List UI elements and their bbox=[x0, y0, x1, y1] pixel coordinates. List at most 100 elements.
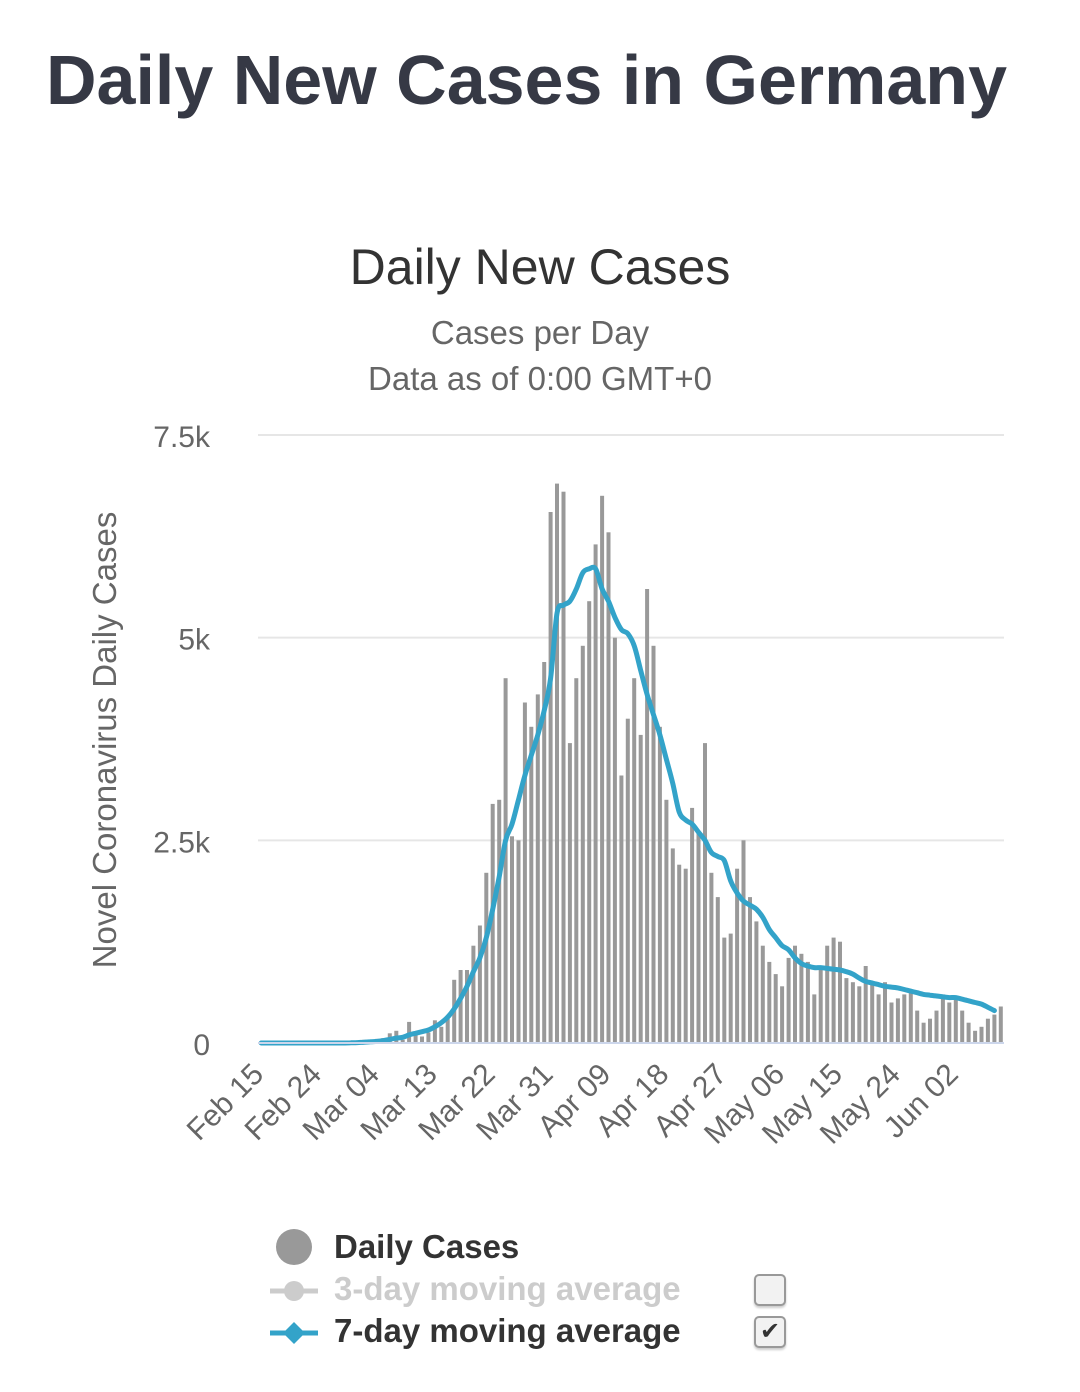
daily-cases-bar[interactable] bbox=[863, 966, 868, 1043]
daily-cases-bar[interactable] bbox=[535, 694, 540, 1043]
legend-item-daily-cases[interactable]: Daily Cases bbox=[268, 1226, 808, 1268]
daily-cases-bar[interactable] bbox=[805, 961, 810, 1043]
daily-cases-bar[interactable] bbox=[497, 799, 502, 1043]
daily-cases-bar[interactable] bbox=[812, 994, 817, 1043]
daily-cases-bar[interactable] bbox=[465, 970, 469, 1043]
daily-cases-bar[interactable] bbox=[722, 937, 727, 1043]
daily-cases-bar[interactable] bbox=[645, 589, 650, 1043]
daily-cases-bar[interactable] bbox=[625, 718, 630, 1043]
daily-cases-bar[interactable] bbox=[651, 645, 656, 1043]
daily-cases-bar[interactable] bbox=[420, 1036, 424, 1044]
daily-cases-bar[interactable] bbox=[593, 544, 598, 1043]
daily-cases-bar[interactable] bbox=[780, 986, 785, 1043]
daily-cases-bar[interactable] bbox=[908, 990, 913, 1043]
daily-cases-bar[interactable] bbox=[677, 864, 682, 1043]
legend-item-7day-average[interactable]: 7-day moving average ✔ bbox=[268, 1310, 808, 1352]
daily-cases-bar[interactable] bbox=[818, 970, 823, 1043]
chart-title: Daily New Cases bbox=[349, 239, 731, 295]
daily-cases-bar[interactable] bbox=[876, 994, 881, 1043]
daily-cases-bar[interactable] bbox=[760, 945, 765, 1043]
seven-day-average-line bbox=[258, 564, 997, 1046]
daily-cases-bar[interactable] bbox=[870, 982, 875, 1043]
daily-cases-bar[interactable] bbox=[567, 743, 572, 1043]
daily-cases-bar[interactable] bbox=[844, 978, 849, 1043]
daily-cases-bar[interactable] bbox=[683, 868, 688, 1043]
daily-cases-bar[interactable] bbox=[490, 803, 495, 1043]
daily-cases-bar[interactable] bbox=[587, 601, 592, 1043]
daily-cases-bar[interactable] bbox=[484, 872, 489, 1043]
daily-cases-bar[interactable] bbox=[838, 941, 842, 1043]
daily-cases-bar[interactable] bbox=[606, 532, 611, 1043]
daily-cases-bar[interactable] bbox=[458, 970, 463, 1043]
daily-cases-bar[interactable] bbox=[516, 840, 521, 1043]
daily-cases-bar[interactable] bbox=[612, 637, 617, 1043]
daily-cases-bar[interactable] bbox=[902, 994, 907, 1043]
daily-cases-bar[interactable] bbox=[799, 953, 804, 1043]
daily-cases-bar[interactable] bbox=[850, 982, 855, 1043]
daily-cases-bar[interactable] bbox=[503, 678, 508, 1043]
daily-cases-bar[interactable] bbox=[619, 775, 624, 1044]
checkbox-3day-average[interactable] bbox=[754, 1274, 786, 1306]
daily-cases-bar[interactable] bbox=[445, 1018, 450, 1043]
daily-cases-bar[interactable] bbox=[696, 832, 701, 1043]
daily-cases-bar[interactable] bbox=[998, 1006, 1003, 1044]
daily-cases-bar[interactable] bbox=[574, 678, 579, 1043]
daily-cases-bar[interactable] bbox=[973, 1030, 978, 1043]
daily-cases-bar[interactable] bbox=[426, 1032, 431, 1044]
daily-cases-bar[interactable] bbox=[529, 726, 534, 1043]
daily-cases-bar[interactable] bbox=[883, 982, 887, 1043]
checkbox-7day-average[interactable]: ✔ bbox=[754, 1316, 786, 1348]
daily-cases-bar[interactable] bbox=[709, 872, 714, 1043]
daily-cases-bar[interactable] bbox=[985, 1018, 990, 1043]
daily-cases-bar[interactable] bbox=[670, 848, 675, 1043]
daily-cases-bar[interactable] bbox=[439, 1026, 444, 1043]
daily-cases-bar[interactable] bbox=[748, 897, 752, 1043]
daily-cases-bar[interactable] bbox=[825, 945, 830, 1043]
daily-cases-bar[interactable] bbox=[657, 726, 662, 1043]
daily-cases-bar[interactable] bbox=[960, 1010, 965, 1043]
daily-cases-bar[interactable] bbox=[548, 512, 553, 1043]
daily-cases-bar[interactable] bbox=[690, 807, 695, 1043]
daily-cases-bar[interactable] bbox=[580, 645, 585, 1043]
daily-cases-bar[interactable] bbox=[831, 937, 836, 1043]
daily-cases-bar[interactable] bbox=[664, 799, 669, 1043]
daily-cases-bar[interactable] bbox=[895, 998, 900, 1043]
daily-cases-bar[interactable] bbox=[940, 994, 945, 1043]
daily-cases-bar[interactable] bbox=[715, 897, 720, 1043]
daily-cases-bar[interactable] bbox=[915, 1010, 920, 1043]
daily-cases-bar[interactable] bbox=[889, 1002, 894, 1044]
daily-cases-bar[interactable] bbox=[928, 1018, 932, 1043]
daily-cases-bar[interactable] bbox=[632, 678, 637, 1043]
daily-cases-bar[interactable] bbox=[966, 1022, 971, 1043]
daily-cases-bar[interactable] bbox=[703, 743, 707, 1043]
legend-item-3day-average[interactable]: 3-day moving average bbox=[268, 1268, 808, 1310]
daily-cases-bar[interactable] bbox=[793, 945, 797, 1043]
daily-cases-bar[interactable] bbox=[921, 1022, 926, 1043]
daily-cases-bar[interactable] bbox=[735, 868, 740, 1043]
daily-cases-bar[interactable] bbox=[741, 840, 746, 1043]
daily-cases-bar[interactable] bbox=[786, 957, 791, 1043]
daily-cases-bar[interactable] bbox=[600, 495, 605, 1043]
daily-cases-bar[interactable] bbox=[477, 925, 482, 1044]
daily-cases-bar[interactable] bbox=[934, 1010, 939, 1043]
daily-cases-bar[interactable] bbox=[767, 961, 772, 1043]
daily-cases-bar[interactable] bbox=[947, 1002, 952, 1044]
daily-cases-bar[interactable] bbox=[773, 974, 778, 1043]
daily-cases-bar[interactable] bbox=[542, 662, 547, 1043]
daily-cases-bar[interactable] bbox=[728, 933, 733, 1043]
chart-subtitle-line-1: Cases per Day bbox=[430, 314, 650, 351]
daily-cases-bar[interactable] bbox=[432, 1020, 437, 1043]
daily-cases-bar[interactable] bbox=[400, 1039, 405, 1043]
daily-cases-bar[interactable] bbox=[953, 998, 958, 1043]
daily-cases-bar[interactable] bbox=[857, 986, 862, 1043]
daily-cases-bar[interactable] bbox=[471, 945, 476, 1043]
daily-cases-bar[interactable] bbox=[638, 734, 643, 1043]
daily-cases-bar[interactable] bbox=[979, 1026, 984, 1043]
daily-cases-bar[interactable] bbox=[555, 483, 559, 1044]
daily-cases-bar[interactable] bbox=[561, 491, 566, 1043]
daily-cases-bar[interactable] bbox=[522, 702, 527, 1044]
daily-cases-bar[interactable] bbox=[413, 1034, 418, 1043]
daily-cases-bar[interactable] bbox=[754, 921, 759, 1043]
daily-cases-bar[interactable] bbox=[992, 1014, 997, 1043]
daily-cases-bar[interactable] bbox=[510, 836, 514, 1043]
